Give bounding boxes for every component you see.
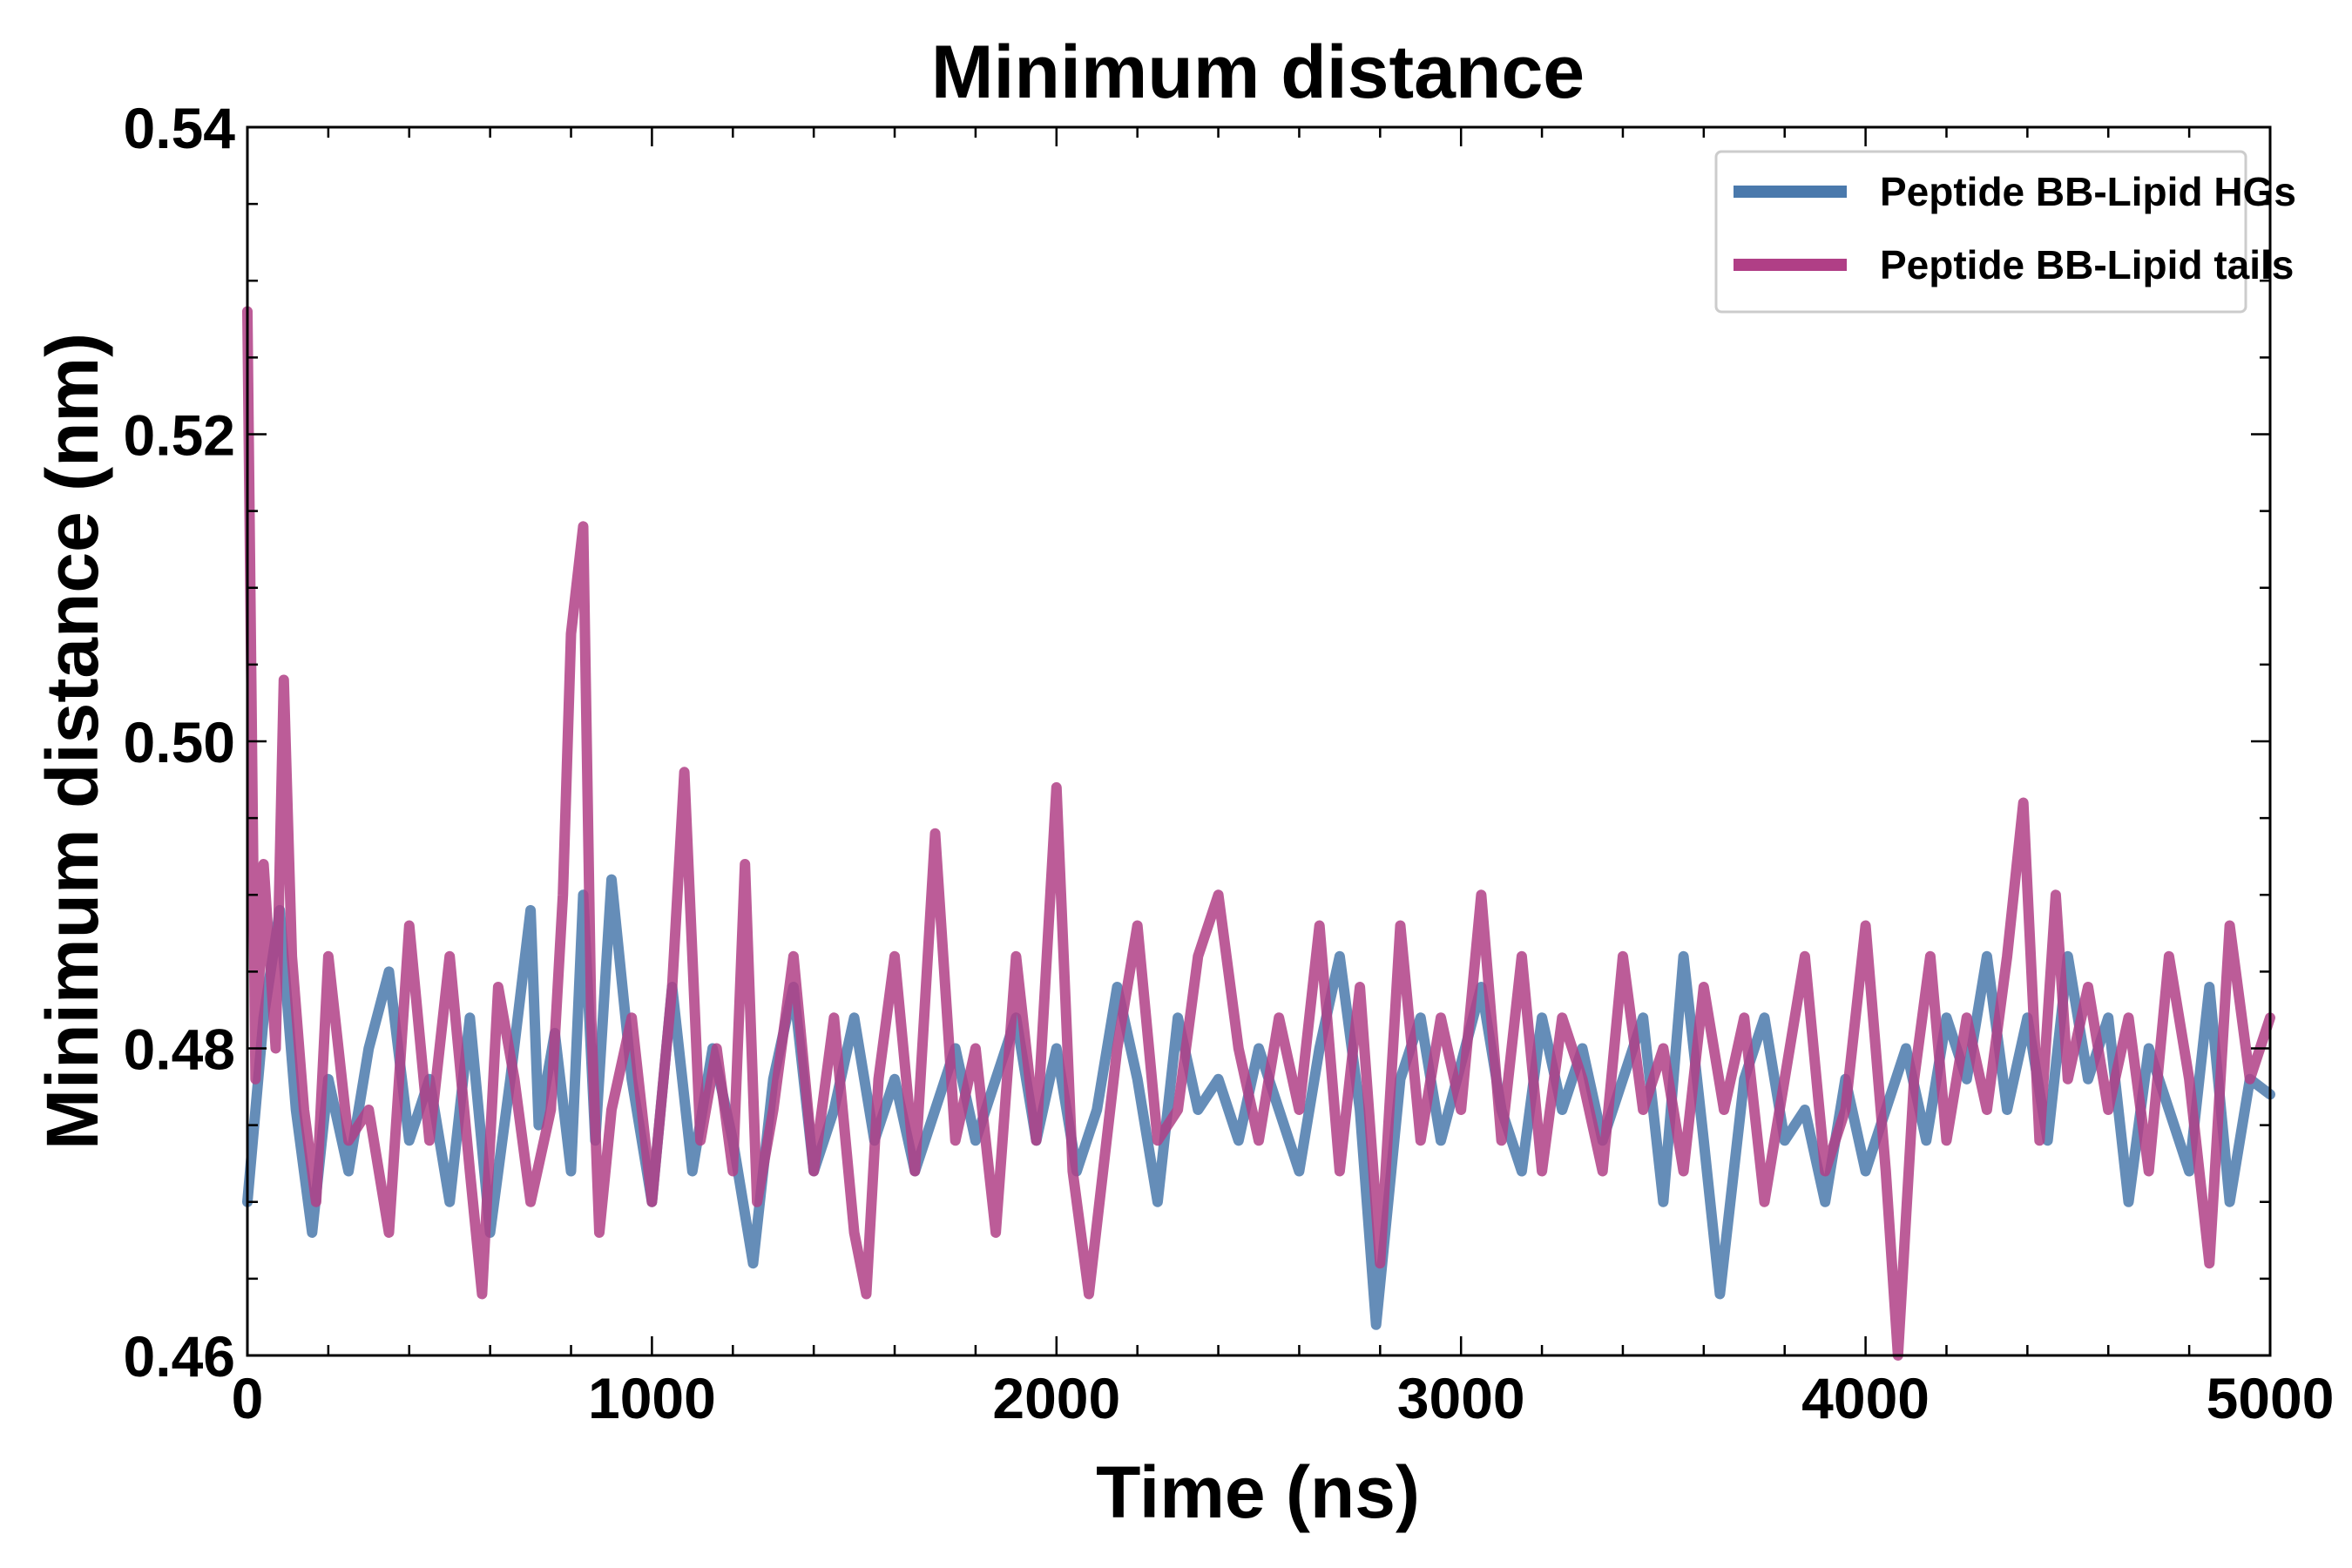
x-tick-label: 0 (232, 1366, 264, 1430)
x-tick-label: 3000 (1397, 1366, 1525, 1430)
chart-title: Minimum distance (931, 30, 1585, 114)
y-tick-label: 0.54 (124, 96, 236, 160)
y-tick-label: 0.50 (124, 710, 235, 774)
y-tick-label: 0.48 (124, 1017, 235, 1082)
x-axis-label: Time (ns) (1096, 1451, 1420, 1533)
series-layer (242, 306, 2275, 1361)
legend: Peptide BB-Lipid HGs Peptide BB-Lipid ta… (1714, 150, 2296, 314)
y-tick-label: 0.52 (124, 403, 235, 468)
x-tick-label: 5000 (2207, 1366, 2335, 1430)
tick-layer: 0 1000 2000 3000 4000 5000 0.46 0.48 0.50 0.52 0.5… (124, 96, 2335, 1430)
y-tick-label: 0.46 (124, 1324, 235, 1389)
x-tick-label: 1000 (588, 1366, 716, 1430)
x-tick-label: 2000 (992, 1366, 1120, 1430)
legend-box (1714, 150, 2247, 314)
y-axis-label: Minimum distance (nm) (31, 333, 113, 1150)
series-line-tails (242, 306, 2275, 1361)
x-tick-label: 4000 (1801, 1366, 1930, 1430)
legend-label-tails: Peptide BB-Lipid tails (1880, 242, 2294, 287)
legend-label-hgs: Peptide BB-Lipid HGs (1880, 169, 2296, 214)
